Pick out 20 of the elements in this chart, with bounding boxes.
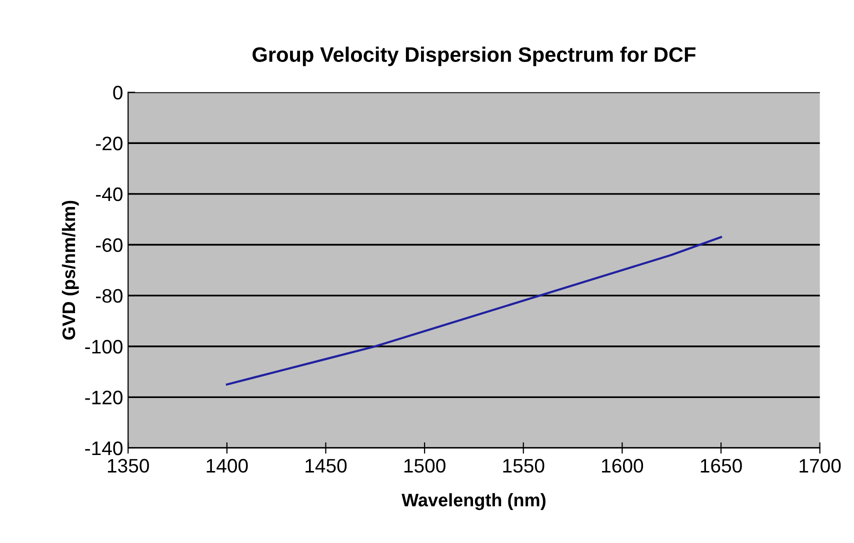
x-tick-label: 1400 — [206, 458, 248, 473]
y-tick-label: -40 — [96, 187, 122, 202]
x-tick-label: 1700 — [800, 458, 841, 473]
x-tick-label: 1550 — [503, 458, 544, 473]
x-tick-label: 1500 — [404, 458, 446, 473]
y-tick-label: -20 — [96, 136, 122, 150]
y-tick-label: -60 — [96, 238, 122, 252]
x-axis-title: Wavelength (nm) — [402, 493, 546, 510]
y-tick-label: 0 — [113, 86, 122, 100]
line-series — [226, 236, 722, 386]
x-tick-label: 1450 — [306, 458, 347, 473]
y-axis-title: GVD (ps/nm/km) — [62, 200, 79, 340]
x-tick-label: 1650 — [700, 458, 742, 473]
chart-title: Group Velocity Dispersion Spectrum for DCF — [252, 46, 696, 66]
x-tick-label: 1600 — [602, 458, 644, 473]
y-tick-label: -140 — [85, 441, 122, 456]
y-tick-label: -120 — [85, 390, 122, 404]
y-tick-label: -100 — [85, 340, 122, 354]
x-tick-label: 1350 — [108, 458, 149, 473]
y-tick-label: -80 — [96, 289, 122, 303]
